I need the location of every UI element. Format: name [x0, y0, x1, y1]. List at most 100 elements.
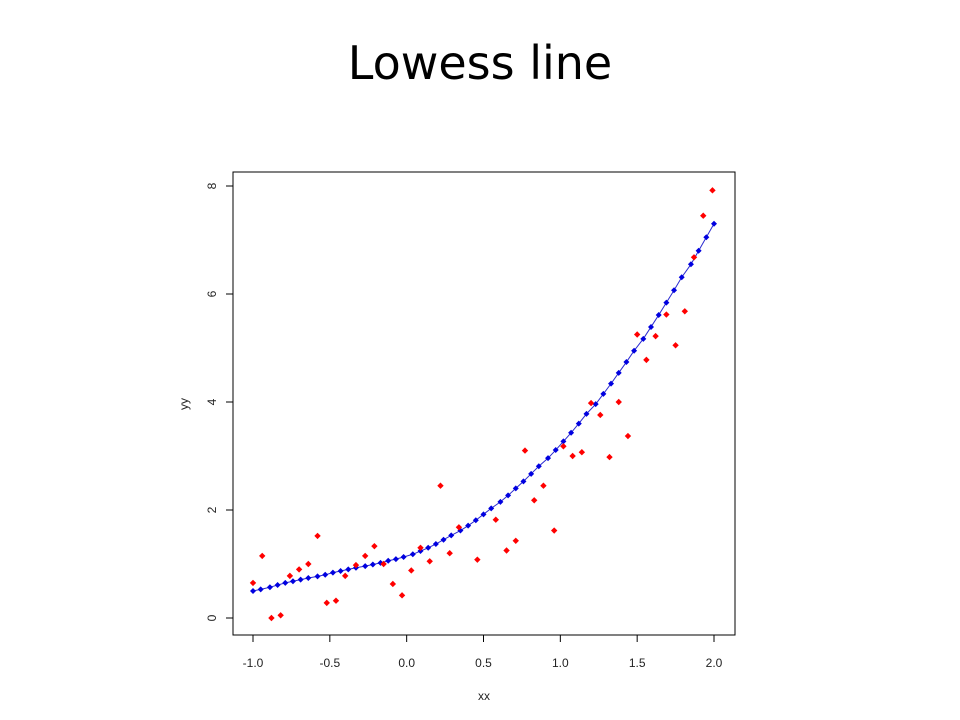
y-tick-label: 6 — [205, 290, 219, 297]
lowess-point — [640, 335, 647, 342]
lowess-point — [678, 274, 685, 281]
data-point — [503, 547, 510, 554]
lowess-point — [440, 536, 447, 543]
lowess-point — [615, 369, 622, 376]
data-point — [643, 356, 650, 364]
data-point — [268, 614, 275, 622]
lowess-point — [671, 287, 678, 294]
data-point — [352, 561, 360, 569]
lowess-point — [608, 380, 615, 387]
lowess-point — [560, 438, 567, 445]
lowess-point — [362, 563, 369, 570]
lowess-point — [575, 420, 582, 427]
lowess-point — [432, 541, 439, 548]
lowess-point — [472, 517, 479, 524]
slide-title: Lowess line — [347, 36, 613, 90]
x-tick-label: 0.0 — [398, 656, 415, 670]
lowess-point — [520, 478, 527, 485]
y-tick-label: 2 — [205, 506, 219, 513]
lowess-point — [545, 455, 552, 462]
lowess-point — [257, 586, 264, 593]
lowess-point — [655, 312, 662, 319]
x-tick-label: -1.0 — [243, 656, 264, 670]
x-tick-label: 1.0 — [552, 656, 569, 670]
data-point — [455, 524, 463, 531]
data-point — [633, 331, 641, 338]
lowess-points — [250, 220, 717, 594]
lowess-point — [663, 299, 670, 306]
lowess-point — [647, 323, 654, 330]
x-axis-label: xx — [478, 689, 490, 703]
data-point — [587, 399, 595, 407]
lowess-point — [345, 566, 352, 573]
lowess-point — [600, 390, 607, 397]
x-tick-label: 2.0 — [706, 656, 723, 670]
data-point — [690, 254, 698, 261]
lowess-point — [505, 492, 512, 499]
y-axis-label: yy — [177, 398, 191, 410]
data-point — [709, 187, 716, 194]
data-point — [540, 482, 547, 489]
data-point — [295, 566, 303, 573]
data-point — [417, 544, 424, 551]
x-tick-label: 0.5 — [475, 656, 492, 670]
lowess-point — [512, 485, 519, 492]
data-point — [569, 452, 576, 460]
y-axis: 0 2 4 6 8 — [205, 182, 234, 621]
lowess-point — [282, 579, 289, 586]
lowess-point — [465, 522, 472, 529]
data-point — [426, 558, 433, 565]
lowess-point — [592, 401, 599, 408]
data-point — [550, 527, 558, 534]
data-point — [606, 453, 613, 461]
data-point — [332, 597, 340, 604]
data-point — [342, 572, 349, 580]
data-points — [249, 187, 716, 622]
lowess-point — [703, 234, 710, 241]
data-point — [314, 532, 321, 540]
y-tick-label: 0 — [205, 614, 219, 621]
lowess-point — [631, 347, 638, 354]
lowess-point — [289, 578, 296, 585]
data-point — [286, 572, 294, 580]
lowess-point — [392, 556, 399, 563]
lowess-point — [417, 548, 424, 555]
data-point — [578, 449, 586, 456]
lowess-point — [322, 571, 329, 578]
y-tick-label: 8 — [205, 182, 219, 189]
data-point — [259, 552, 266, 560]
data-point — [437, 482, 444, 489]
data-point — [380, 560, 387, 568]
lowess-point — [448, 532, 455, 539]
lowess-point — [266, 584, 273, 591]
lowess-point — [568, 429, 575, 436]
data-point — [371, 542, 378, 550]
lowess-point — [480, 511, 487, 518]
lowess-point — [535, 463, 542, 470]
data-point — [323, 599, 330, 607]
data-point — [560, 443, 567, 450]
lowess-point — [274, 582, 281, 589]
data-point — [474, 556, 481, 563]
data-point — [672, 342, 679, 349]
data-point — [700, 212, 707, 219]
data-point — [398, 592, 406, 599]
lowess-point — [329, 569, 336, 576]
x-tick-label: 1.5 — [629, 656, 646, 670]
lowess-point — [369, 561, 376, 568]
lowess-point — [488, 505, 495, 512]
data-point — [361, 552, 369, 560]
lowess-point — [552, 447, 559, 454]
data-point — [531, 497, 538, 504]
lowess-point — [623, 359, 630, 366]
data-point — [615, 398, 622, 406]
lowess-point — [695, 247, 702, 254]
data-point — [652, 332, 659, 340]
data-point — [249, 579, 257, 587]
data-point — [512, 537, 519, 544]
lowess-point — [687, 261, 694, 268]
data-point — [389, 580, 397, 588]
lowess-point — [305, 575, 312, 582]
lowess-point — [337, 568, 344, 575]
